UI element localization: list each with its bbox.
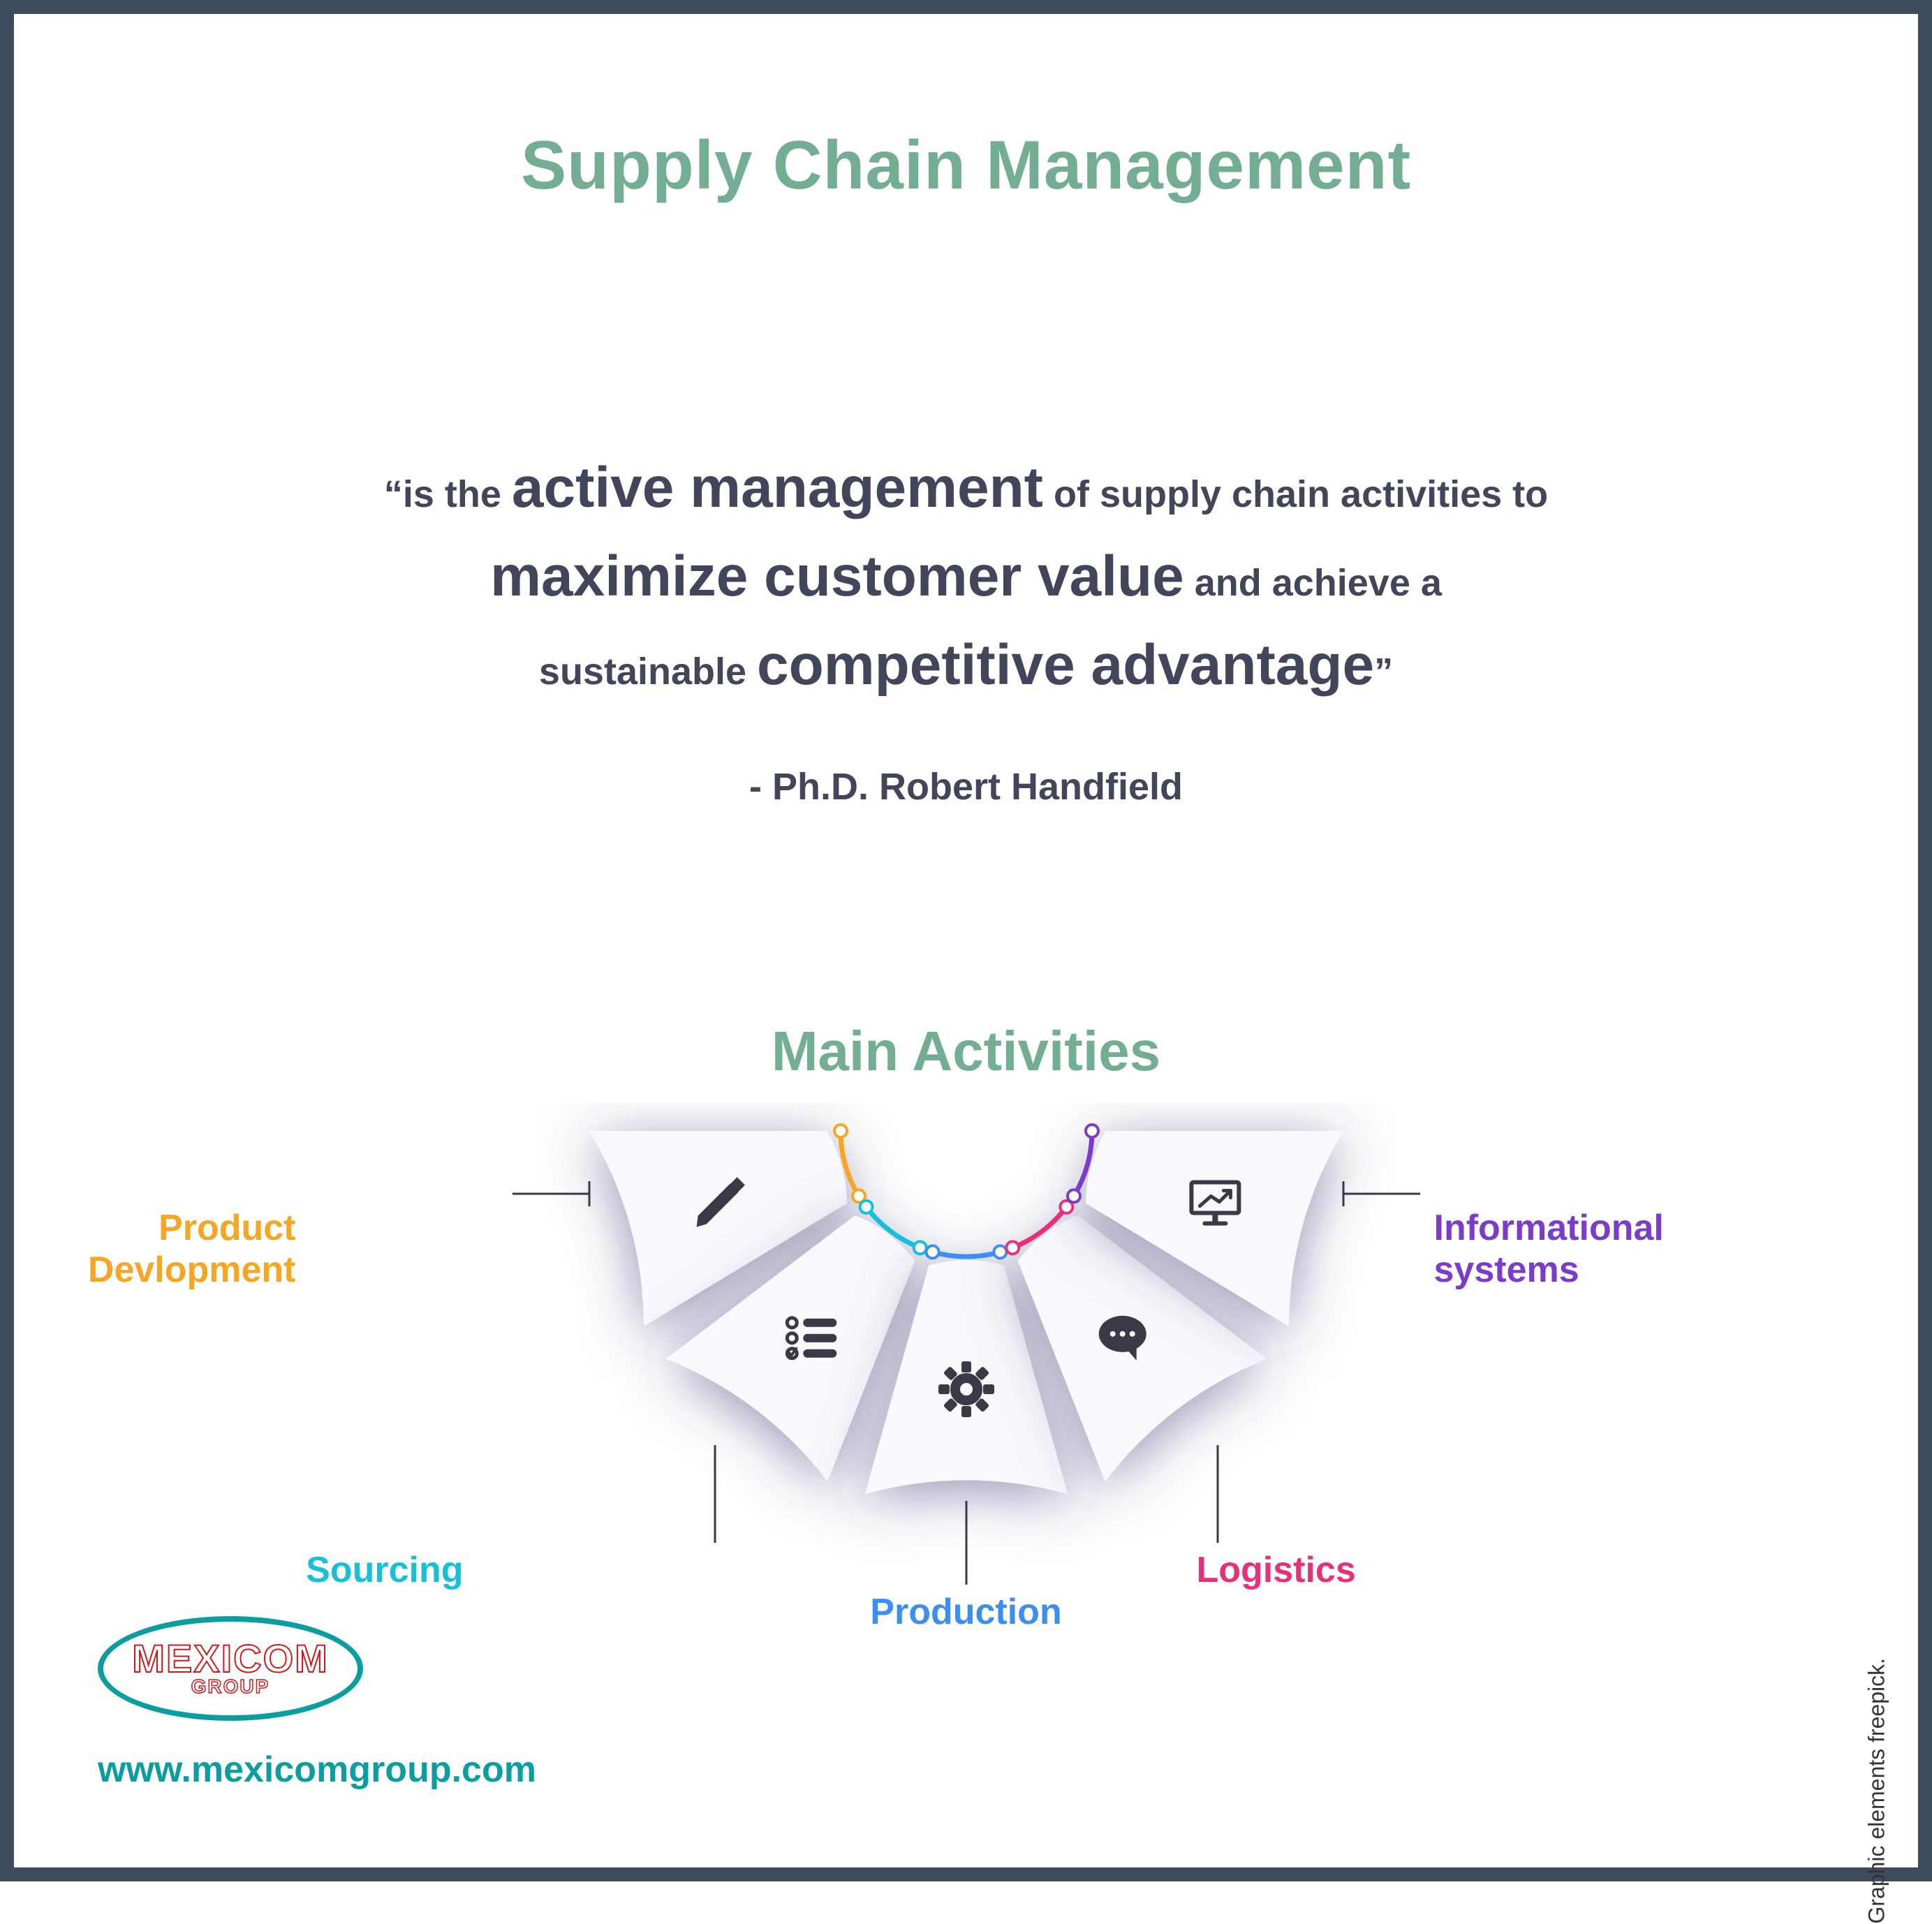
- quote-emph: competitive advantage: [757, 633, 1374, 697]
- section-heading: Main Activities: [49, 1019, 1883, 1083]
- logo-sub-text: GROUP: [191, 1675, 270, 1698]
- segment-label: Logistics: [1197, 1550, 1546, 1592]
- canvas: Supply Chain Management “is the active m…: [49, 49, 1883, 1833]
- quote-emph: maximize customer value: [490, 545, 1184, 608]
- graphic-credit: Graphic elements freepick.: [1864, 1658, 1890, 1924]
- quote-author: - Ph.D. Robert Handfield: [49, 758, 1883, 817]
- quote-text: and achieve a: [1184, 562, 1442, 604]
- quote-text: of supply chain activities to: [1043, 473, 1548, 515]
- page-title: Supply Chain Management: [49, 126, 1883, 205]
- logo-badge: MEXICOM GROUP: [98, 1616, 363, 1721]
- brand-logo: MEXICOM GROUP: [98, 1616, 363, 1721]
- logo-main-text: MEXICOM: [132, 1639, 329, 1678]
- segment-label: Sourcing: [184, 1550, 464, 1592]
- segment-label: Product Devlopment: [17, 1208, 296, 1292]
- quote-text: “is the: [384, 473, 512, 515]
- website-url: www.mexicomgroup.com: [98, 1749, 536, 1791]
- quote-block: “is the active management of supply chai…: [49, 443, 1883, 817]
- segment-label: Production: [834, 1592, 1099, 1634]
- quote-emph: active management: [512, 456, 1043, 519]
- frame: Supply Chain Management “is the active m…: [0, 0, 1932, 1881]
- quote-text: sustainable: [539, 651, 757, 693]
- quote-text: ”: [1374, 651, 1393, 693]
- activities-diagram: Product DevlopmentSourcingProductionLogi…: [373, 1103, 1560, 1675]
- segment-label: Informational systems: [1434, 1208, 1783, 1292]
